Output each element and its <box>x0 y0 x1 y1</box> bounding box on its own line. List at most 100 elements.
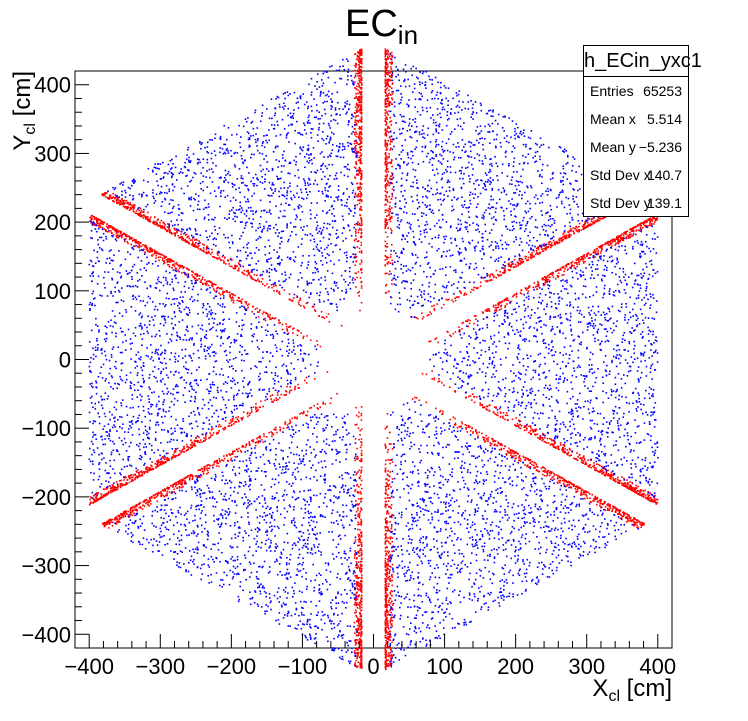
blue-point <box>503 319 506 321</box>
red-point <box>387 156 390 159</box>
blue-point <box>483 215 485 218</box>
blue-point <box>545 313 547 315</box>
blue-point <box>562 165 565 167</box>
blue-point <box>633 262 636 265</box>
blue-point <box>399 114 402 116</box>
blue-point <box>610 420 612 422</box>
red-point <box>355 163 358 165</box>
red-point <box>431 370 433 372</box>
blue-point <box>624 349 626 351</box>
red-point <box>589 224 591 227</box>
red-point <box>537 248 540 251</box>
blue-point <box>465 263 467 266</box>
blue-point <box>456 362 458 365</box>
blue-point <box>486 326 489 329</box>
red-point <box>358 68 360 71</box>
blue-point <box>544 362 546 365</box>
blue-point <box>475 180 477 182</box>
red-point <box>389 147 392 149</box>
blue-point <box>520 130 522 133</box>
blue-point <box>542 340 544 342</box>
blue-point <box>549 318 551 320</box>
blue-point <box>530 406 533 409</box>
red-point <box>357 135 360 138</box>
blue-point <box>548 146 550 149</box>
blue-point <box>407 268 410 271</box>
red-point <box>360 232 363 234</box>
blue-point <box>546 234 549 236</box>
red-point <box>549 240 551 243</box>
red-point <box>359 146 362 148</box>
blue-point <box>414 117 417 120</box>
blue-point <box>420 291 423 293</box>
blue-point <box>525 369 528 371</box>
red-point <box>584 227 586 229</box>
red-point <box>356 133 358 135</box>
blue-point <box>456 118 459 121</box>
blue-point <box>636 425 639 428</box>
red-point <box>355 255 358 258</box>
blue-point <box>406 164 408 166</box>
blue-point <box>459 229 461 231</box>
blue-point <box>475 331 477 334</box>
red-point <box>598 219 601 222</box>
blue-point <box>542 404 545 407</box>
blue-point <box>439 92 442 95</box>
red-point <box>576 258 579 260</box>
red-point <box>603 471 605 474</box>
red-point <box>569 227 572 230</box>
blue-point <box>419 71 421 74</box>
blue-point <box>518 348 521 351</box>
red-point <box>385 79 387 82</box>
red-point <box>429 340 432 342</box>
red-point <box>603 468 606 470</box>
blue-point <box>492 394 495 397</box>
blue-point <box>504 155 507 158</box>
red-point <box>567 453 569 456</box>
blue-point <box>614 396 617 399</box>
red-point <box>431 305 433 308</box>
blue-point <box>491 376 493 378</box>
blue-point <box>639 253 641 255</box>
blue-point <box>653 411 656 413</box>
red-point <box>545 277 547 279</box>
blue-point <box>577 213 579 216</box>
blue-point <box>454 358 456 360</box>
red-point <box>493 275 496 278</box>
red-point <box>386 62 388 65</box>
blue-point <box>508 324 510 326</box>
blue-point <box>534 245 536 248</box>
blue-point <box>514 130 516 133</box>
blue-point <box>533 196 536 199</box>
red-point <box>124 201 126 204</box>
blue-point <box>530 185 532 187</box>
red-point <box>127 203 130 206</box>
blue-point <box>545 375 548 378</box>
blue-point <box>430 275 432 278</box>
blue-point <box>541 225 544 228</box>
blue-point <box>592 256 594 258</box>
blue-point <box>626 460 628 462</box>
blue-point <box>603 417 605 419</box>
blue-point <box>470 156 473 158</box>
blue-point <box>576 403 578 405</box>
blue-point <box>462 182 465 185</box>
red-point <box>385 223 388 225</box>
red-point <box>629 481 631 483</box>
red-point <box>622 482 625 485</box>
blue-point <box>599 348 602 351</box>
blue-point <box>564 173 567 175</box>
red-point <box>160 219 163 222</box>
blue-point <box>434 76 437 79</box>
red-point <box>108 194 111 197</box>
red-point <box>539 251 542 254</box>
blue-point <box>513 404 516 406</box>
blue-point <box>437 172 439 175</box>
blue-point <box>444 266 447 269</box>
red-point <box>583 459 586 461</box>
blue-point <box>562 372 564 375</box>
red-point <box>385 171 388 174</box>
blue-point <box>604 454 606 457</box>
red-point <box>644 489 646 492</box>
red-point <box>528 251 530 253</box>
